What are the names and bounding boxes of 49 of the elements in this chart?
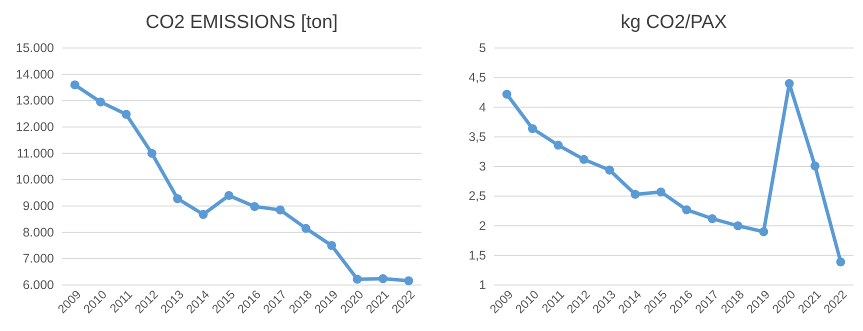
y-tick-label: 15.000 bbox=[16, 41, 54, 55]
y-tick-label: 2,5 bbox=[468, 189, 486, 204]
y-tick-label: 2 bbox=[478, 218, 486, 233]
y-tick-label: 3,5 bbox=[468, 130, 486, 144]
y-tick-label: 9.000 bbox=[22, 199, 54, 213]
point bbox=[656, 187, 665, 196]
y-tick-label: 1,5 bbox=[468, 248, 486, 262]
y-tick-label: 11.000 bbox=[16, 146, 54, 160]
y-tick-label: 4 bbox=[478, 100, 486, 114]
y-tick-label: 6.000 bbox=[22, 278, 54, 292]
point bbox=[276, 205, 285, 214]
point bbox=[147, 148, 156, 158]
y-tick-label: 14.000 bbox=[16, 67, 54, 82]
point bbox=[301, 224, 310, 233]
point bbox=[630, 190, 640, 199]
point bbox=[784, 79, 794, 88]
point bbox=[836, 257, 845, 266]
point bbox=[758, 227, 768, 236]
y-tick-label: 4,5 bbox=[468, 70, 486, 85]
point bbox=[122, 110, 131, 119]
point bbox=[198, 210, 208, 219]
point bbox=[553, 140, 562, 150]
point bbox=[528, 124, 537, 134]
y-tick-label: 3 bbox=[478, 160, 486, 174]
point bbox=[732, 221, 742, 230]
point bbox=[224, 190, 234, 200]
y-tick-label: 13.000 bbox=[16, 94, 54, 108]
point bbox=[707, 214, 716, 224]
y-tick-label: 5 bbox=[478, 41, 486, 55]
point bbox=[502, 90, 511, 99]
chart-title: kg CO2/PAX bbox=[620, 12, 727, 33]
point bbox=[578, 154, 588, 164]
point bbox=[352, 274, 362, 284]
point bbox=[810, 161, 819, 170]
point bbox=[173, 194, 182, 204]
point bbox=[70, 80, 80, 90]
point bbox=[404, 276, 414, 286]
chart-title: CO2 EMISSIONS [ton] bbox=[146, 12, 338, 33]
point bbox=[250, 202, 260, 212]
y-tick-label: 8.000 bbox=[22, 225, 54, 240]
point bbox=[604, 166, 614, 175]
y-tick-label: 7.000 bbox=[22, 252, 54, 266]
y-tick-label: 12.000 bbox=[16, 120, 54, 134]
y-tick-label: 1 bbox=[478, 278, 486, 292]
point bbox=[378, 274, 388, 284]
point bbox=[682, 205, 691, 214]
point bbox=[327, 240, 336, 250]
y-tick-label: 10.000 bbox=[16, 172, 54, 187]
point bbox=[96, 97, 106, 106]
